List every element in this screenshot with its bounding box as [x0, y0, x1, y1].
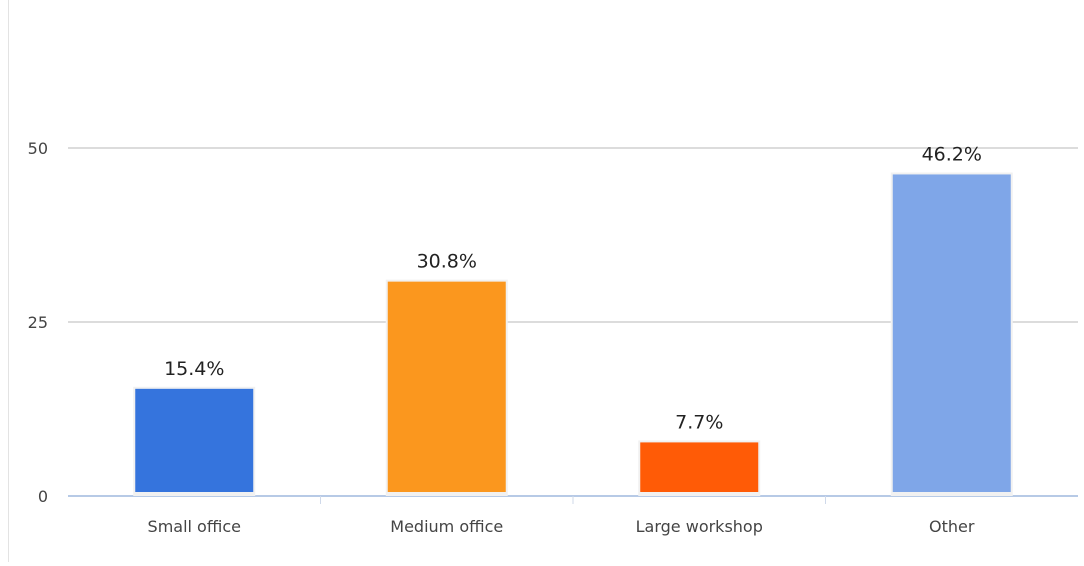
data-label: 7.7% [675, 411, 723, 433]
chart-left-border [8, 0, 9, 562]
x-tick-label: Medium office [390, 517, 503, 536]
x-tick-label: Large workshop [636, 517, 763, 536]
y-tick-label: 0 [38, 487, 48, 506]
x-tick-label: Other [929, 517, 975, 536]
bar [640, 442, 759, 492]
y-tick-label: 25 [28, 313, 48, 332]
bar [387, 281, 506, 492]
y-tick-label: 50 [28, 139, 48, 158]
data-label: 46.2% [922, 143, 982, 165]
bar [892, 174, 1011, 492]
bar [135, 388, 254, 492]
data-label: 15.4% [164, 358, 224, 380]
x-tick-label: Small office [148, 517, 241, 536]
data-label: 30.8% [417, 251, 477, 273]
